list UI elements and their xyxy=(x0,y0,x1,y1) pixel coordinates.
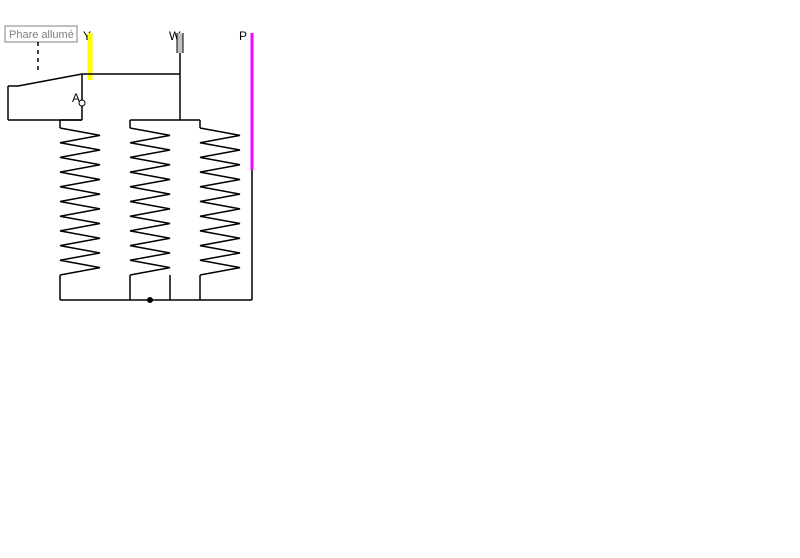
node-bottom xyxy=(147,297,153,303)
label-p: P xyxy=(239,29,247,43)
box-label: Phare allumé xyxy=(9,29,74,41)
node-a xyxy=(79,100,85,106)
